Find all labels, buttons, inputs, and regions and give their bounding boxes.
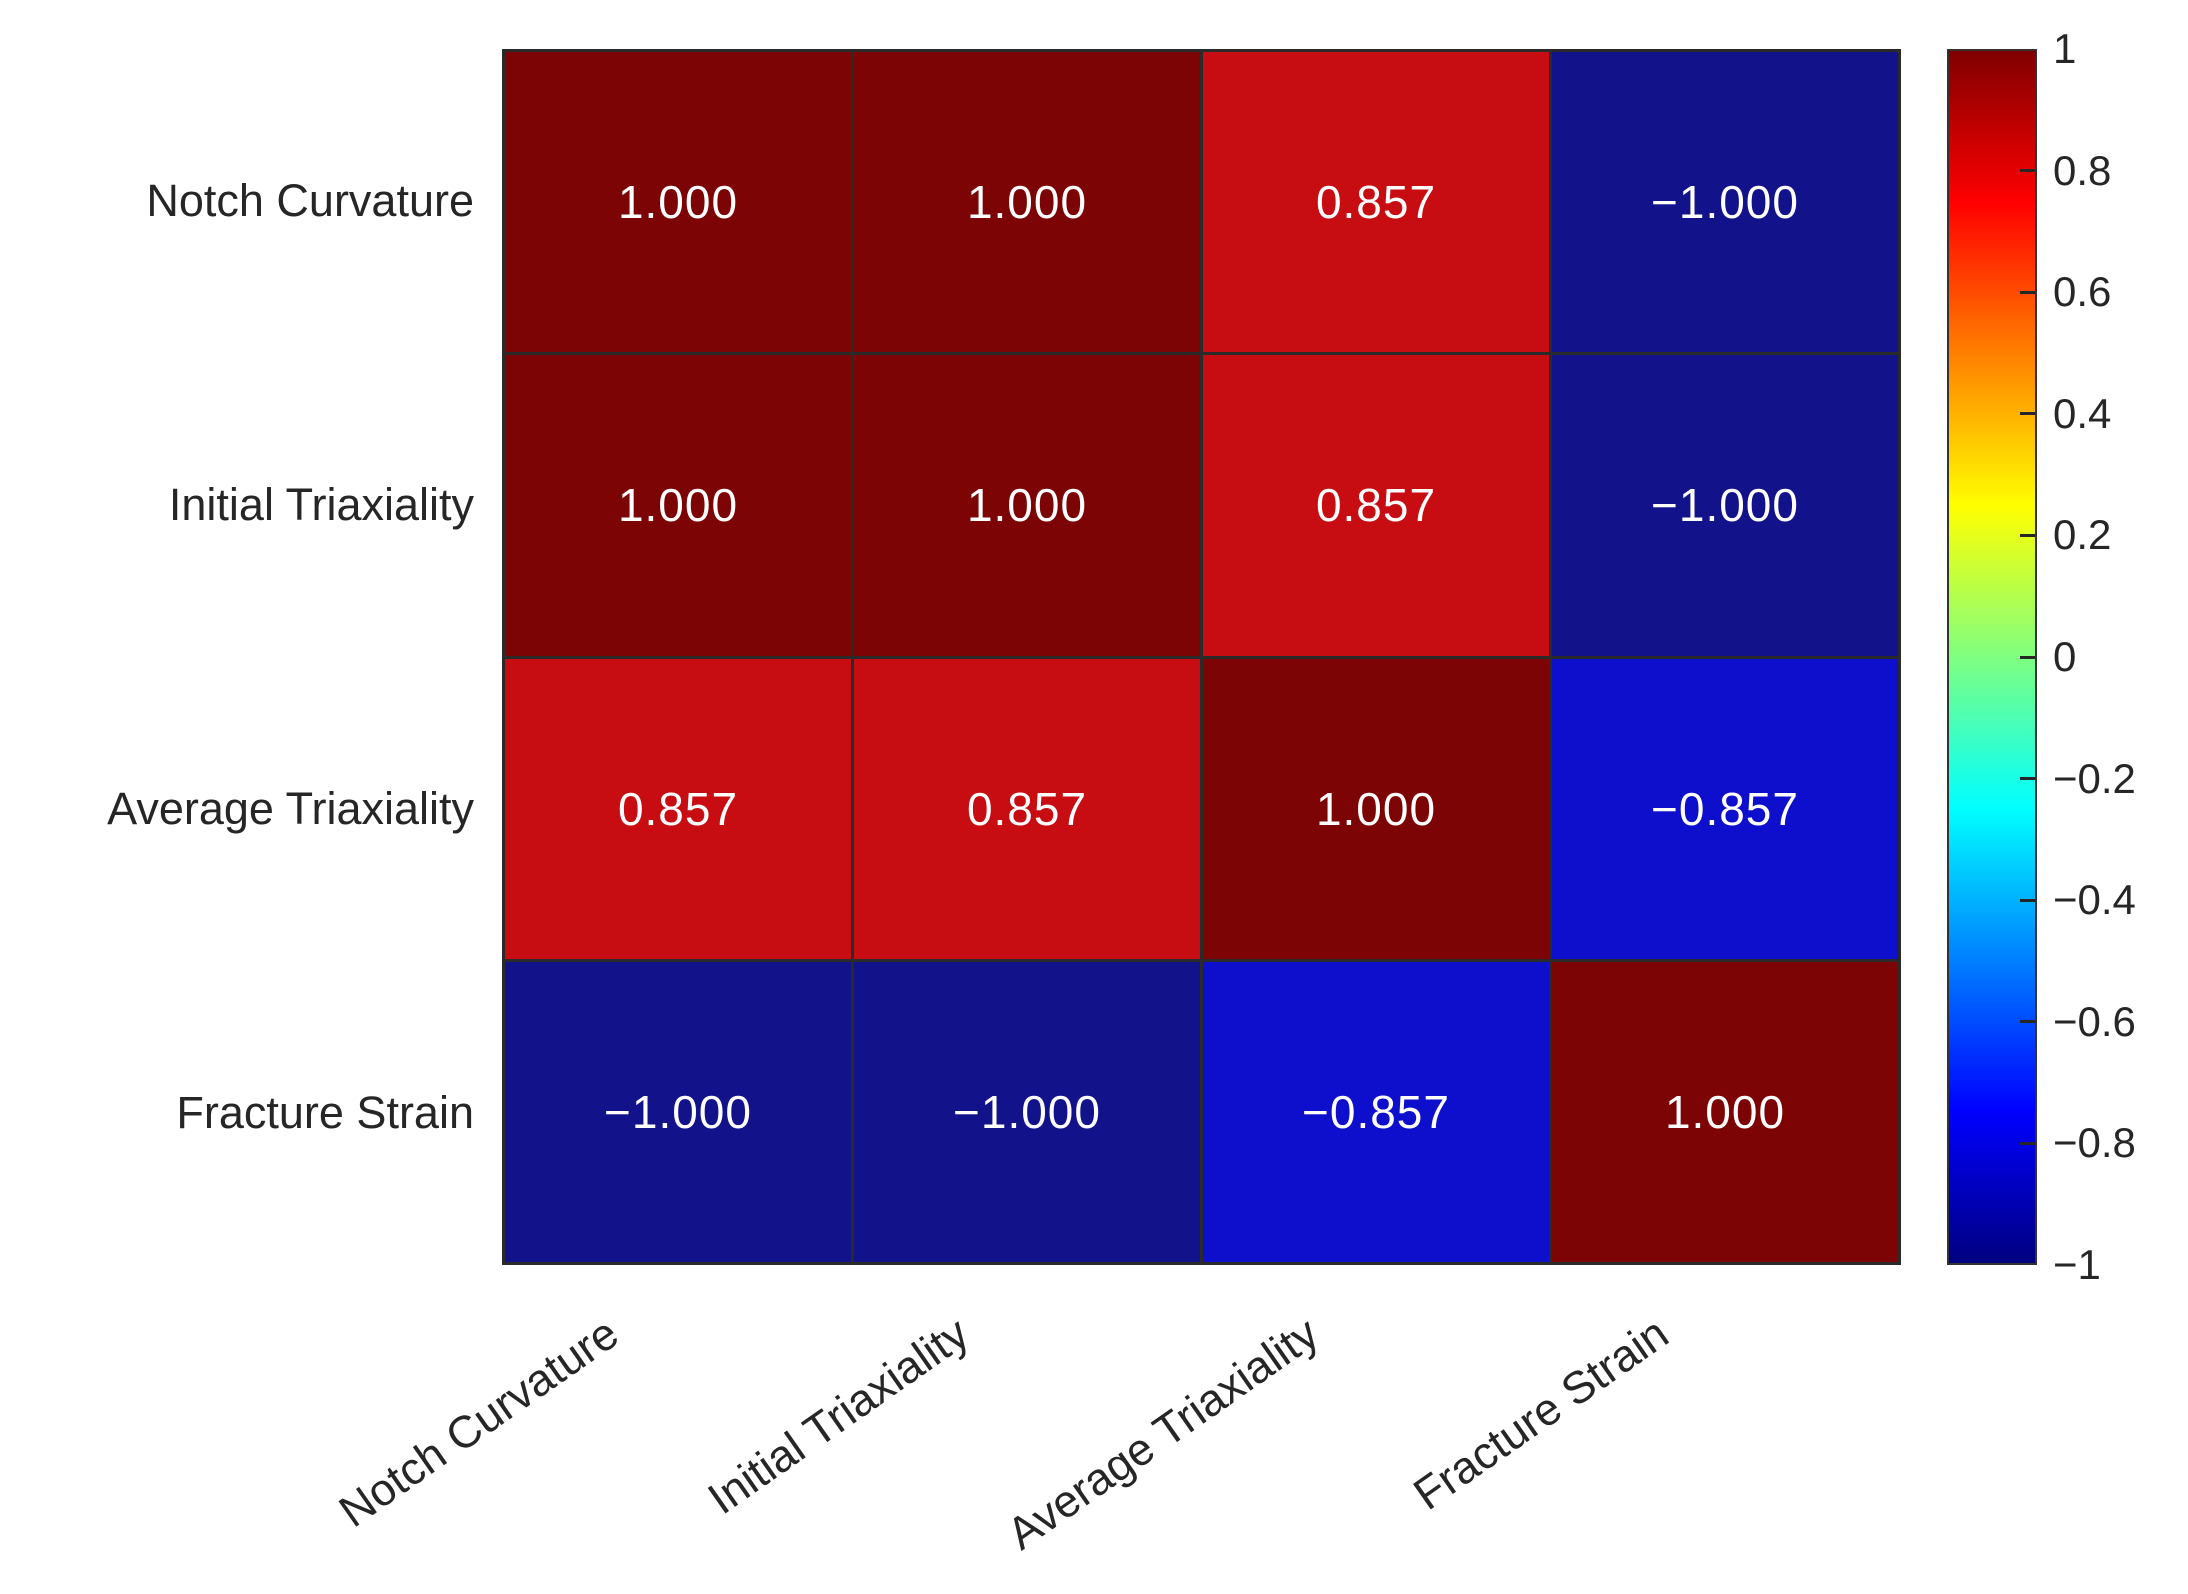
column-label: Notch Curvature <box>329 1307 628 1537</box>
cell-value: 1.000 <box>1664 1085 1786 1138</box>
heatmap-grid: 1.000 1.000 0.857 −1.000 1.000 1.000 0.857 −1.0… <box>502 49 1901 1265</box>
heatmap-cell: 1.000 <box>1203 658 1549 959</box>
heatmap-cell: 0.857 <box>1203 355 1549 656</box>
cell-value: −1.000 <box>1651 479 1799 532</box>
colorbar-tick <box>2020 777 2035 781</box>
colorbar-tick-label: 0 <box>2053 633 2077 680</box>
heatmap-cell: 1.000 <box>1552 961 1898 1262</box>
colorbar-tick <box>2020 1141 2035 1145</box>
cell-value: −0.857 <box>1302 1085 1450 1138</box>
cell-value: 1.000 <box>966 479 1088 532</box>
colorbar-tick-label: −1 <box>2053 1241 2101 1288</box>
column-label: Average Triaxiality <box>997 1307 1328 1560</box>
colorbar-tick-label: −0.6 <box>2053 997 2136 1045</box>
cell-value: 1.000 <box>617 479 739 532</box>
heatmap-cell: −0.857 <box>1203 961 1549 1262</box>
row-label: Fracture Strain <box>176 1087 474 1138</box>
colorbar-tick <box>2020 898 2035 902</box>
colorbar-tick <box>2020 1020 2035 1024</box>
row-label: Initial Triaxiality <box>168 479 474 530</box>
colorbar-tick <box>2020 655 2035 659</box>
heatmap-cell: −1.000 <box>505 961 851 1262</box>
colorbar-tick <box>2020 290 2035 294</box>
heatmap-cell: 0.857 <box>505 658 851 959</box>
colorbar-tick-label: 0.4 <box>2053 389 2112 437</box>
cell-value: 1.000 <box>1315 782 1437 835</box>
heatmap-cell: 1.000 <box>854 355 1200 656</box>
cell-value: 0.857 <box>617 782 739 835</box>
colorbar-tick-label: −0.2 <box>2053 754 2136 802</box>
heatmap-cell: −1.000 <box>1552 52 1898 353</box>
heatmap-cell: −0.857 <box>1552 658 1898 959</box>
cell-value: 0.857 <box>1315 176 1437 229</box>
row-label: Notch Curvature <box>146 175 474 226</box>
colorbar-tick-label: 0.8 <box>2053 146 2112 194</box>
colorbar-tick-label: 1 <box>2053 25 2077 72</box>
column-label: Initial Triaxiality <box>698 1307 978 1524</box>
heatmap-cell: 0.857 <box>854 658 1200 959</box>
colorbar-tick <box>2020 533 2035 537</box>
colorbar-tick <box>2020 169 2035 173</box>
heatmap-cell: 1.000 <box>505 52 851 353</box>
heatmap-cell: 1.000 <box>854 52 1200 353</box>
column-label: Fracture Strain <box>1403 1307 1677 1520</box>
colorbar-tick-label: −0.4 <box>2053 876 2136 924</box>
heatmap-cell: 0.857 <box>1203 52 1549 353</box>
cell-value: −1.000 <box>1651 176 1799 229</box>
cell-value: −1.000 <box>604 1085 752 1138</box>
cell-value: 0.857 <box>966 782 1088 835</box>
cell-value: 1.000 <box>617 176 739 229</box>
cell-value: 1.000 <box>966 176 1088 229</box>
colorbar-tick-label: −0.8 <box>2053 1119 2136 1167</box>
cell-value: −0.857 <box>1651 782 1799 835</box>
colorbar-tick-label: 0.2 <box>2053 511 2112 559</box>
colorbar-tick-label: 0.6 <box>2053 268 2112 316</box>
cell-value: 0.857 <box>1315 479 1437 532</box>
heatmap-cell: −1.000 <box>854 961 1200 1262</box>
row-label: Average Triaxiality <box>107 783 474 834</box>
heatmap-cell: −1.000 <box>1552 355 1898 656</box>
cell-value: −1.000 <box>953 1085 1101 1138</box>
colorbar-tick <box>2020 412 2035 416</box>
heatmap-cell: 1.000 <box>505 355 851 656</box>
